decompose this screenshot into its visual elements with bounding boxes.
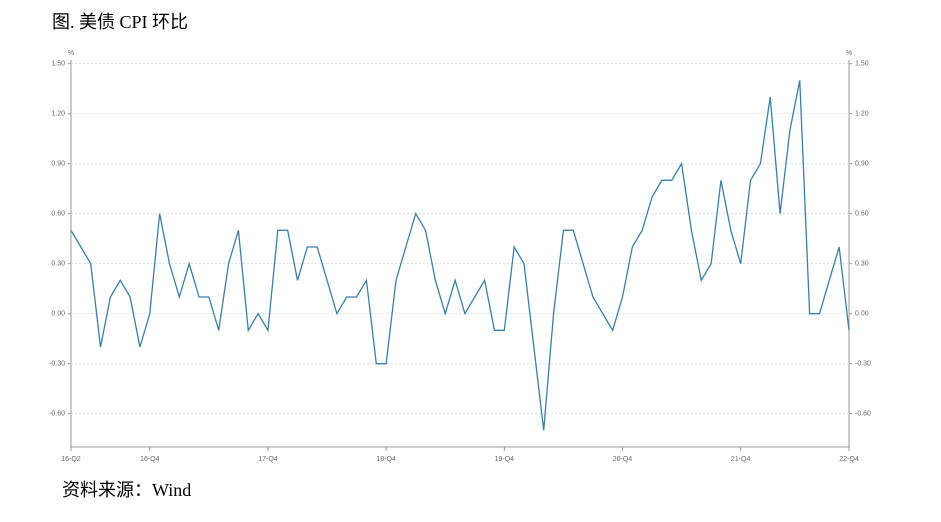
y-tick-label: 0.90 <box>51 161 65 168</box>
line <box>70 80 850 431</box>
y-tick-label: 0.60 <box>51 211 65 218</box>
x-tick-label: 19-Q4 <box>495 456 515 463</box>
y2-tick-label: 0.00 <box>855 311 869 318</box>
source: 资料来源：Wind <box>62 480 191 500</box>
y2-tick-label: -0.60 <box>855 411 871 418</box>
x-tick-label: 21-Q4 <box>731 456 751 463</box>
x-tick-label: 20-Q4 <box>613 456 633 463</box>
x-tick-label: 16-Q4 <box>140 456 160 463</box>
x-tick-label: 17-Q4 <box>258 456 278 463</box>
y-unit: % <box>68 50 74 57</box>
y-tick-label: 0.30 <box>51 261 65 268</box>
y-tick-label: 1.20 <box>51 111 65 118</box>
y-tick-label: 1.50 <box>51 61 65 68</box>
x-tick-label: 16-Q2 <box>61 456 81 463</box>
chart-title: 图. 美债 CPI 环比 <box>52 12 188 32</box>
y2-tick-label: 1.50 <box>855 61 869 68</box>
y2-unit: % <box>846 50 852 57</box>
x-tick-label: 22-Q4 <box>839 456 859 463</box>
y-tick-label: 0.00 <box>51 311 65 318</box>
y2-tick-label: 1.20 <box>855 111 869 118</box>
y2-tick-label: -0.30 <box>855 361 871 368</box>
y2-tick-label: 0.90 <box>855 161 869 168</box>
y2-tick-label: 0.60 <box>855 211 869 218</box>
y-tick-label: -0.60 <box>49 411 65 418</box>
x-tick-label: 18-Q4 <box>376 456 396 463</box>
y2-tick-label: 0.30 <box>855 261 869 268</box>
y-tick-label: -0.30 <box>49 361 65 368</box>
